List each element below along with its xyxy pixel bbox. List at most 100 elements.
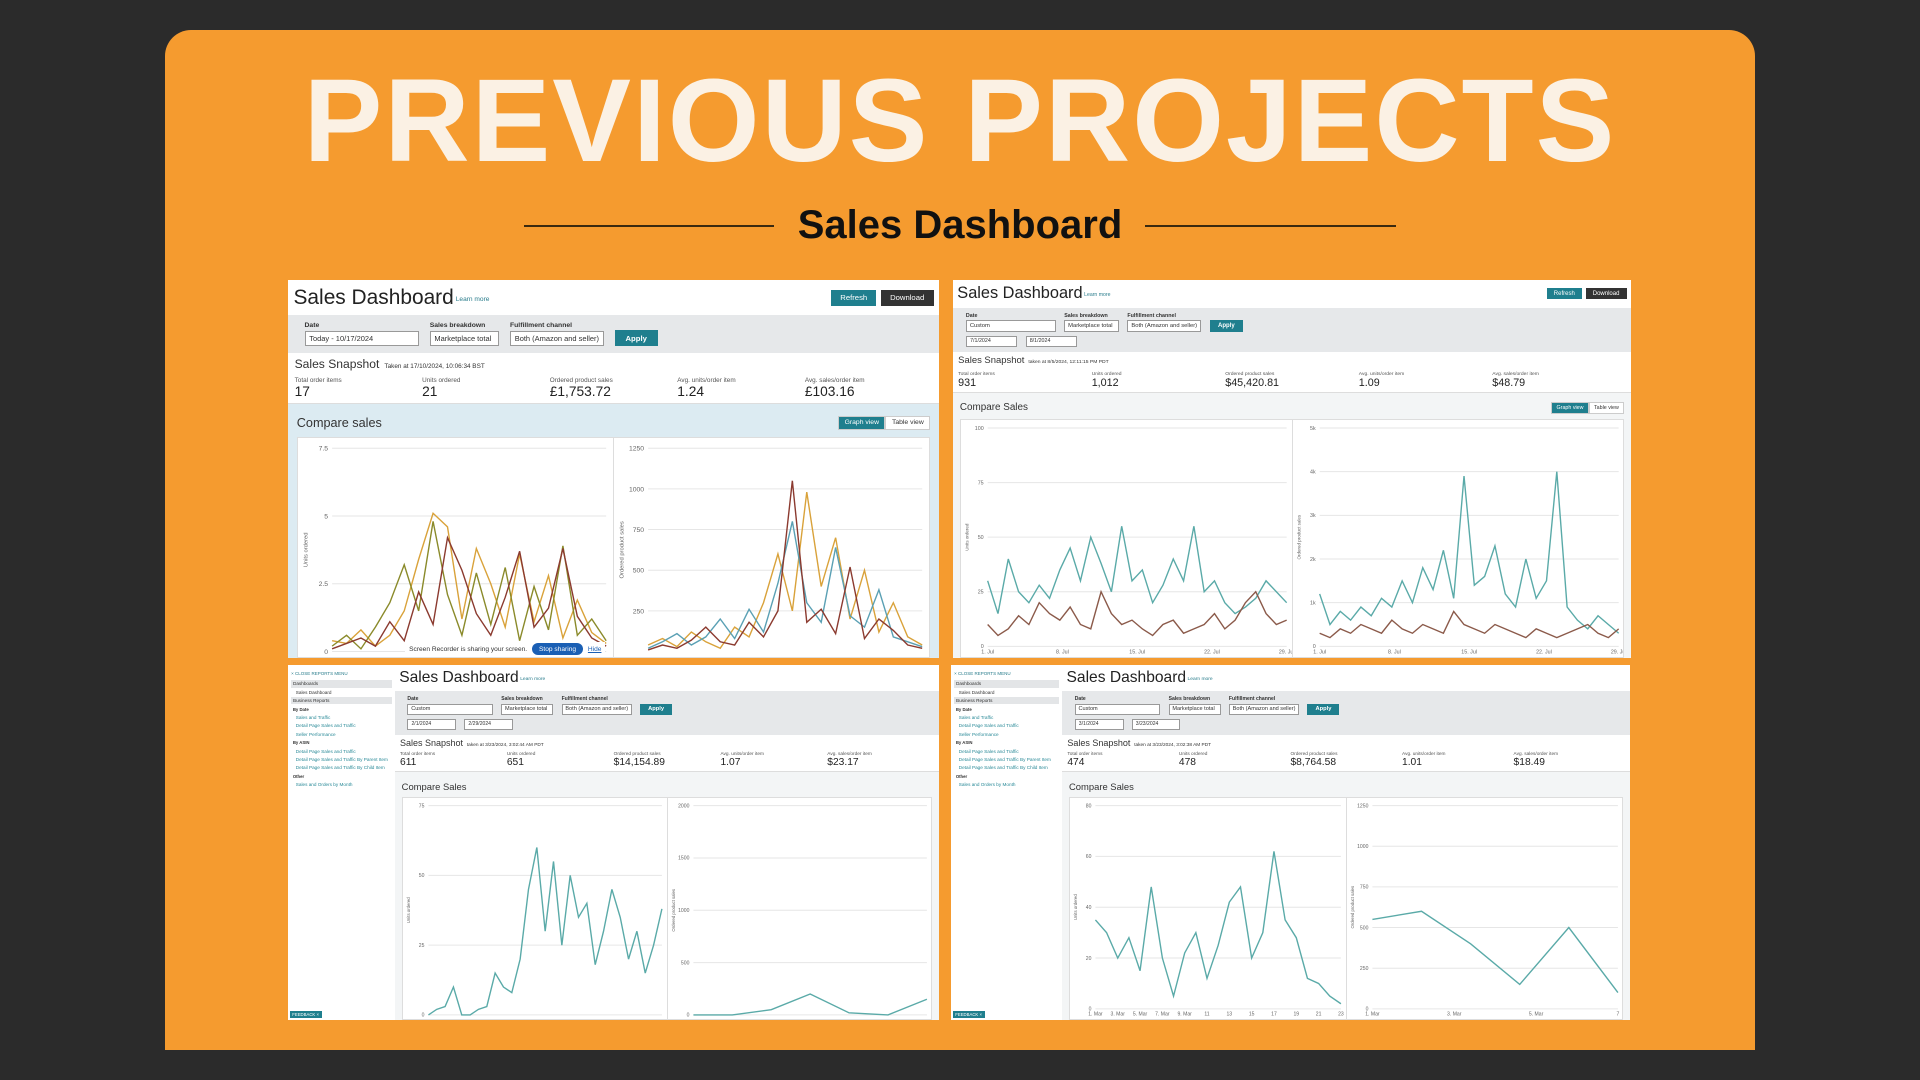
- menu-item: By Date: [955, 706, 972, 712]
- button[interactable]: Download: [880, 289, 934, 306]
- apply-button[interactable]: Apply: [640, 703, 673, 715]
- y-tick-label: 1k: [1310, 600, 1316, 606]
- filter-label: Date: [304, 321, 320, 329]
- learn-more[interactable]: Learn more: [455, 296, 490, 304]
- select[interactable]: Marketplace total: [501, 703, 554, 715]
- select[interactable]: Both (Amazon and seller): [561, 703, 632, 715]
- close-menu[interactable]: × CLOSE REPORTS MENU: [954, 670, 1011, 676]
- learn-more[interactable]: Learn more: [520, 677, 546, 683]
- menu-item[interactable]: Detail Page Sales and Traffic By Parent …: [295, 757, 388, 763]
- apply-button[interactable]: Apply: [1209, 320, 1244, 332]
- main: Sales Dashboard Learn more Date Custom Sales…: [395, 665, 939, 1020]
- y-tick-label: 1250: [1357, 803, 1368, 809]
- learn-more[interactable]: Learn more: [1187, 677, 1213, 683]
- series-line: [331, 535, 607, 650]
- metric: Units ordered 478: [1179, 752, 1291, 768]
- close-menu[interactable]: × CLOSE REPORTS MENU: [291, 670, 348, 676]
- metric-value: £103.16: [804, 383, 855, 399]
- series-line: [986, 525, 1288, 615]
- menu-item[interactable]: Seller Performance: [295, 731, 336, 737]
- menu-item[interactable]: Sales and Orders by Month: [958, 782, 1016, 788]
- select[interactable]: Custom: [1074, 703, 1161, 715]
- view-button[interactable]: Table view: [1588, 401, 1625, 414]
- menu-item[interactable]: Sales Dashboard: [958, 689, 995, 695]
- menu-item[interactable]: Detail Page Sales and Traffic: [295, 723, 356, 729]
- y-tick-label: 2000: [678, 803, 689, 809]
- date-input[interactable]: 3/1/2024: [1074, 719, 1124, 730]
- button[interactable]: Download: [1585, 288, 1627, 300]
- menu-item[interactable]: Sales and Traffic: [295, 714, 331, 720]
- x-tick-label: 5. Mar: [1529, 1011, 1544, 1017]
- button[interactable]: Refresh: [831, 289, 877, 306]
- select[interactable]: Both (Amazon and seller): [1228, 703, 1300, 715]
- menu-item[interactable]: Detail Page Sales and Traffic: [958, 723, 1019, 729]
- hide-link[interactable]: Hide: [587, 645, 602, 653]
- y-axis-label: Ordered product sales: [671, 889, 676, 932]
- y-tick-label: 250: [1360, 966, 1369, 972]
- metric: Units ordered 21: [422, 377, 550, 399]
- select[interactable]: Marketplace total: [1168, 703, 1221, 715]
- views: Graph view Table view: [838, 415, 931, 430]
- x-tick-label: 15. Jul: [1461, 649, 1477, 655]
- menu-item[interactable]: Detail Page Sales and Traffic By Child I…: [958, 765, 1048, 771]
- menu-item[interactable]: Dashboards: [954, 680, 1060, 688]
- metric-label: Ordered product sales: [613, 751, 661, 757]
- sidebar: × CLOSE REPORTS MENU Dashboards Sales Dash…: [951, 665, 1062, 1020]
- y-tick-label: 750: [633, 527, 645, 534]
- metric: Avg. sales/order item $23.17: [827, 752, 934, 768]
- menu-item[interactable]: Sales Dashboard: [295, 689, 332, 695]
- stop-sharing[interactable]: Stop sharing: [532, 643, 583, 656]
- apply-button[interactable]: Apply: [1307, 703, 1340, 715]
- snapshot-head: Sales Snapshot taken at 8/5/2024, 12:11:1…: [958, 355, 1626, 366]
- chart: Ordered product sales 0 1k 2k 3k 4k 5k 1. Jul 8.…: [1291, 419, 1623, 657]
- y-tick-label: 5: [324, 514, 328, 521]
- apply-button[interactable]: Apply: [614, 330, 658, 347]
- menu-item[interactable]: Detail Page Sales and Traffic: [295, 748, 356, 754]
- select[interactable]: Both (Amazon and seller): [1127, 320, 1202, 332]
- select[interactable]: Custom: [407, 703, 494, 715]
- snapshot-time: taken at 3/23/2024, 3:02:44 AM PDT: [466, 742, 544, 748]
- filter: Date Custom: [1074, 696, 1161, 715]
- select[interactable]: Marketplace total: [1064, 320, 1119, 332]
- button[interactable]: Refresh: [1546, 288, 1583, 300]
- menu-item[interactable]: Sales and Traffic: [958, 714, 994, 720]
- select[interactable]: Marketplace total: [429, 330, 499, 347]
- select[interactable]: Today - 10/17/2024: [304, 330, 419, 347]
- metric-label: Units ordered: [1091, 370, 1122, 377]
- menu-item[interactable]: Sales and Orders by Month: [295, 782, 353, 788]
- view-button[interactable]: Graph view: [838, 415, 886, 430]
- metric-label: Total order items: [294, 376, 342, 384]
- date-input[interactable]: 2/1/2024: [407, 719, 457, 730]
- snapshot: Sales Snapshot taken at 3/23/2024, 3:02:3…: [1062, 735, 1630, 773]
- x-tick-label: 1. Jul: [981, 649, 994, 655]
- view-button[interactable]: Graph view: [1551, 401, 1589, 414]
- date-input[interactable]: 7/1/2024: [965, 336, 1017, 347]
- rule: [524, 225, 774, 227]
- view-button[interactable]: Table view: [885, 415, 931, 430]
- select[interactable]: Both (Amazon and seller): [509, 330, 604, 347]
- date-row: 3/1/2024 3/23/2024: [1074, 719, 1618, 730]
- feedback-button[interactable]: FEEDBACK ×: [952, 1011, 985, 1018]
- date-input[interactable]: 2/29/2024: [464, 719, 514, 730]
- select[interactable]: Custom: [965, 320, 1056, 332]
- filter: Fulfillment channel Both (Amazon and sell…: [1127, 313, 1202, 332]
- menu-item[interactable]: Dashboards: [291, 680, 392, 688]
- feedback-button[interactable]: FEEDBACK ×: [289, 1011, 322, 1018]
- filter-label: Fulfillment channel: [1228, 696, 1276, 703]
- menu-item[interactable]: Business Reports: [954, 697, 1060, 705]
- learn-more[interactable]: Learn more: [1084, 292, 1111, 299]
- menu-item[interactable]: Detail Page Sales and Traffic By Child I…: [295, 765, 385, 771]
- filter-label: Fulfillment channel: [561, 696, 608, 703]
- filter: Sales breakdown Marketplace total: [429, 322, 499, 347]
- buttons: Refresh Download: [831, 289, 934, 306]
- menu-item[interactable]: Seller Performance: [958, 731, 999, 737]
- y-tick-label: 500: [1360, 925, 1369, 931]
- date-input[interactable]: 8/1/2024: [1025, 336, 1077, 347]
- menu-item[interactable]: Detail Page Sales and Traffic: [958, 748, 1019, 754]
- date-input[interactable]: 3/23/2024: [1131, 719, 1181, 730]
- filter: Sales breakdown Marketplace total: [1168, 696, 1221, 715]
- menu-item[interactable]: Business Reports: [291, 697, 392, 705]
- menu-item[interactable]: Detail Page Sales and Traffic By Parent …: [958, 757, 1051, 763]
- metric: Total order items 474: [1067, 752, 1179, 768]
